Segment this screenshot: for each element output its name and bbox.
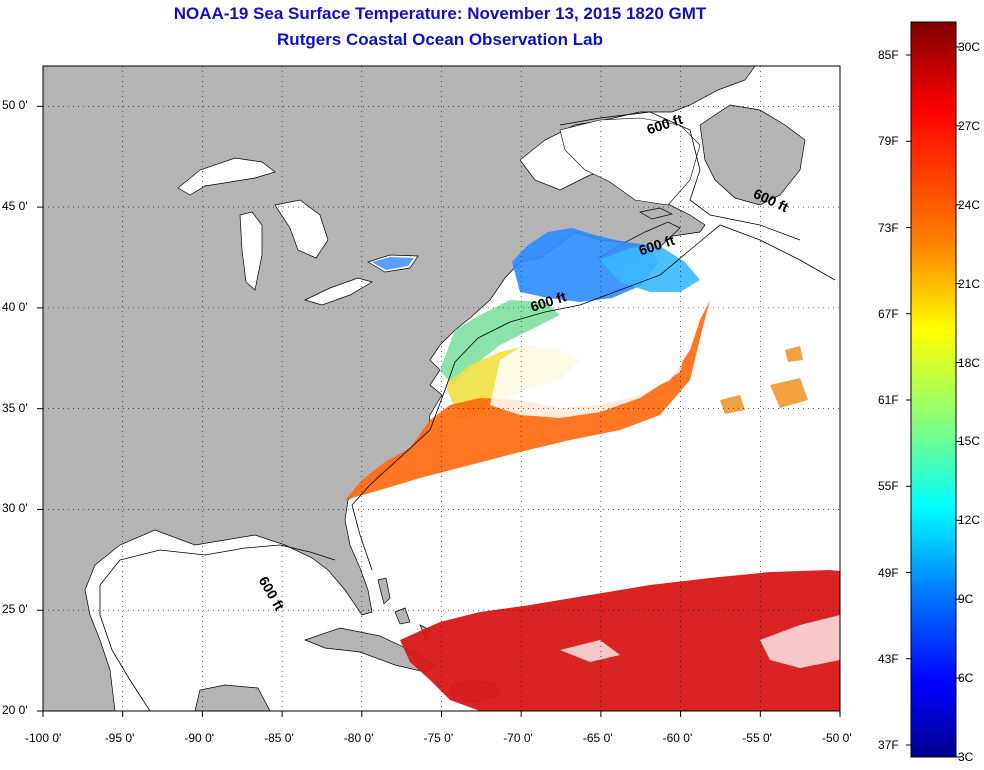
colorbar-c-label: 15C — [958, 434, 981, 449]
sst-gulf-stream — [345, 300, 710, 500]
isobath-600ft-newfoundland — [559, 111, 801, 241]
lat-tick-label: 50 0' — [2, 98, 28, 113]
lake-huron — [274, 199, 329, 259]
colorbar-c-label: 9C — [958, 592, 974, 607]
sst-tropical-cloud — [560, 615, 840, 668]
colorbar-c-label: 12C — [958, 513, 981, 528]
sst-cloud-patch — [490, 305, 690, 418]
lon-tick-label: -85 0' — [264, 731, 294, 745]
sst-mid-atlantic-bight — [440, 300, 560, 385]
lake-ontario-sst — [372, 257, 414, 270]
colorbar-c-label: 3C — [958, 750, 974, 764]
land-yucatan — [194, 684, 271, 711]
lake-michigan — [239, 211, 263, 291]
colorbar-f-label: 37F — [878, 738, 899, 752]
colorbar-c-label: 21C — [958, 276, 981, 291]
lon-tick-label: -95 0' — [104, 731, 135, 745]
lake-superior — [177, 157, 276, 196]
lon-tick-label: -70 0' — [503, 731, 533, 745]
colorbar-f-label: 85F — [878, 48, 899, 62]
land-pei — [639, 207, 674, 220]
lat-tick-label: 45 0' — [2, 199, 28, 214]
lon-tick-label: -75 0' — [423, 731, 454, 745]
colorbar-f-label: 61F — [878, 393, 899, 407]
lake-erie — [304, 277, 373, 306]
colorbar — [910, 21, 957, 758]
colorbar-c-label: 30C — [958, 40, 981, 54]
colorbar-f-label: 73F — [878, 220, 899, 235]
lon-tick-label: -55 0' — [742, 731, 772, 745]
colorbar-f-label: 55F — [878, 479, 899, 494]
colorbar-c-label: 27C — [958, 118, 981, 133]
sst-scotian-shelf — [600, 246, 700, 292]
colorbar-ticks — [906, 46, 961, 758]
colorbar-f-label: 67F — [878, 306, 899, 321]
lon-tick-label: -100 0' — [25, 731, 62, 745]
sst-gulf-of-maine — [512, 228, 658, 302]
map-title: NOAA-19 Sea Surface Temperature: Novembe… — [173, 4, 707, 23]
map-subtitle: Rutgers Coastal Ocean Observation Lab — [277, 30, 603, 49]
isobath-600ft-gulf — [99, 544, 336, 711]
axis-ticks — [37, 105, 841, 717]
lon-tick-label: -90 0' — [184, 731, 215, 745]
colorbar-f-label: 49F — [878, 565, 899, 580]
land-north-america — [43, 66, 756, 711]
lat-tick-label: 30 0' — [2, 501, 28, 516]
lat-tick-label: 20 0' — [2, 703, 28, 717]
land-newfoundland — [699, 104, 806, 206]
colorbar-c-label: 24C — [958, 197, 981, 212]
lon-tick-label: -60 0' — [662, 731, 693, 745]
lon-tick-label: -80 0' — [343, 731, 374, 745]
lon-tick-label: -50 0' — [822, 731, 852, 745]
colorbar-c-label: 18C — [958, 355, 981, 370]
lat-tick-label: 40 0' — [2, 299, 28, 314]
isobath-600ft — [351, 224, 836, 571]
lat-tick-label: 25 0' — [2, 602, 28, 617]
colorbar-c-label: 6C — [958, 671, 974, 686]
colorbar-f-label: 79F — [878, 134, 899, 149]
lat-tick-label: 35 0' — [2, 400, 28, 415]
gulf-st-lawrence — [559, 117, 701, 206]
lon-tick-label: -65 0' — [582, 731, 613, 745]
colorbar-f-label: 43F — [878, 651, 899, 666]
sst-offshore-patches — [720, 346, 808, 414]
sst-tropical-band — [400, 570, 840, 711]
